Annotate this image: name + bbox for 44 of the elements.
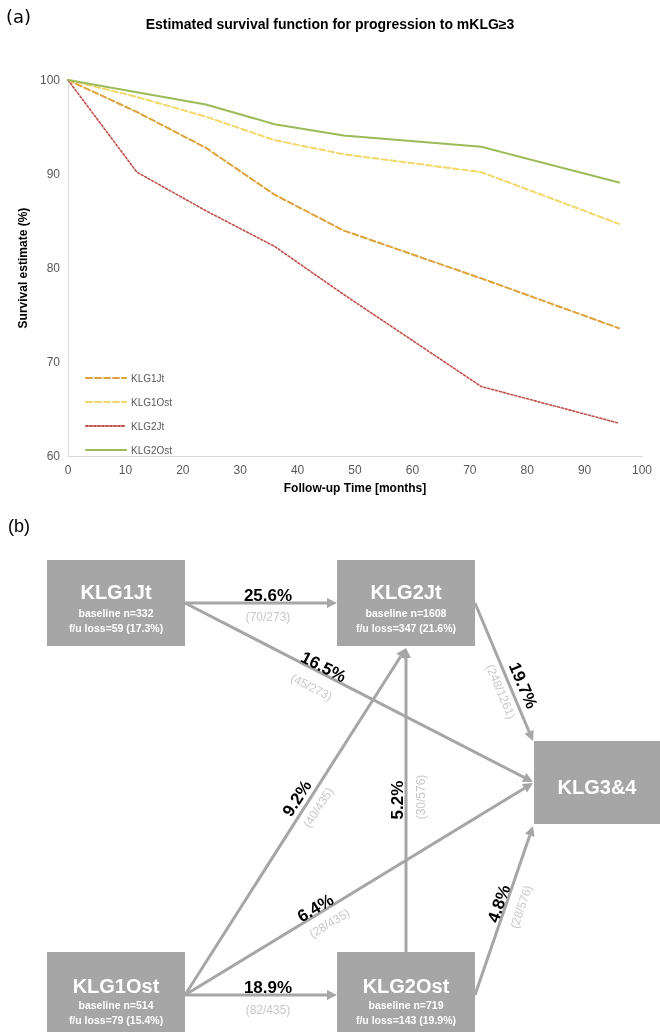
x-tick-label: 80 <box>520 463 535 478</box>
text: KLG2Ost <box>362 975 450 998</box>
text: (b) <box>8 515 30 536</box>
x-tick-label: 100 <box>631 463 653 478</box>
x-tick-label: 60 <box>405 463 420 478</box>
x-axis-title: Follow-up Time [months] <box>283 481 427 495</box>
x-tick-label: 90 <box>577 463 592 478</box>
x-tick-label: 70 <box>463 463 477 478</box>
y-tick-label: 70 <box>46 355 61 370</box>
text: (a) <box>6 6 32 27</box>
text: baseline n=514 <box>78 998 154 1011</box>
y-tick-label: 60 <box>46 449 61 464</box>
y-tick-label: 90 <box>46 167 61 182</box>
text: 5.2% <box>388 780 408 820</box>
line-series <box>67 79 621 225</box>
text: KLG1Jt <box>80 581 152 604</box>
legend-label: KLG2Jt <box>131 420 165 432</box>
x-tick-label: 50 <box>348 463 362 478</box>
legend-label: KLG1Ost <box>131 396 173 408</box>
text: KLG3&4 <box>557 776 638 799</box>
legend-label: KLG2Ost <box>131 444 173 456</box>
chart-title: Estimated survival function for progression to mKLG≥3 <box>145 16 515 32</box>
text: baseline n=719 <box>368 998 444 1011</box>
y-tick-label: 100 <box>39 73 61 87</box>
text: 18.9% <box>243 978 293 998</box>
x-tick-label: 10 <box>118 463 133 478</box>
line-series <box>67 79 620 424</box>
x-tick-label: 0 <box>64 463 72 478</box>
text: f/u loss=79 (15.4%) <box>68 1013 164 1026</box>
x-tick-label: 20 <box>176 463 190 478</box>
text: f/u loss=59 (17.3%) <box>68 621 164 634</box>
text: baseline n=332 <box>78 606 154 619</box>
y-tick-label: 80 <box>46 261 61 276</box>
x-tick-label: 30 <box>233 463 248 478</box>
text: baseline n=1608 <box>365 606 447 619</box>
y-axis-title: Survival estimate (%) <box>16 207 31 329</box>
text: f/u loss=347 (21.6%) <box>355 621 457 634</box>
text: f/u loss=143 (19.9%) <box>355 1013 457 1026</box>
text: 25.6% <box>243 586 293 606</box>
legend-label: KLG1Jt <box>131 372 165 384</box>
text: KLG2Jt <box>370 581 442 604</box>
line-series <box>67 79 621 184</box>
text: KLG1Ost <box>72 975 160 998</box>
x-tick-label: 40 <box>290 463 305 478</box>
